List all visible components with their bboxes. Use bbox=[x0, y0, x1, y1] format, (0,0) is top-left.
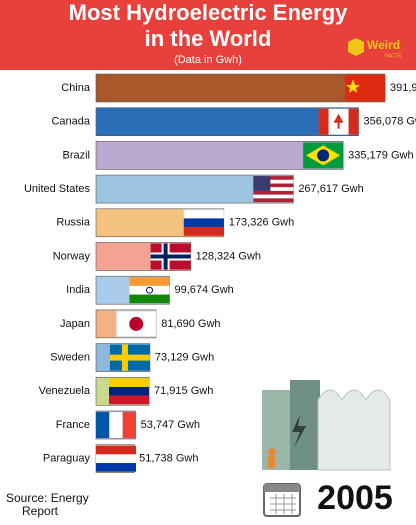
value-label: 71,915 Gwh bbox=[154, 385, 213, 397]
flag-part bbox=[318, 108, 329, 135]
year-label: 2005 bbox=[317, 479, 393, 517]
category-label: Canada bbox=[51, 116, 90, 128]
flag-part bbox=[129, 285, 170, 295]
flag-part bbox=[96, 463, 136, 472]
flag-part bbox=[96, 454, 136, 464]
flag-part bbox=[253, 179, 294, 184]
flag bbox=[253, 176, 294, 203]
flag-part bbox=[150, 254, 191, 259]
flag-part bbox=[145, 286, 153, 294]
flag bbox=[115, 310, 157, 338]
building-illustration bbox=[262, 380, 391, 471]
flag bbox=[96, 412, 136, 438]
flag-part bbox=[253, 183, 294, 188]
category-label: United States bbox=[24, 183, 91, 195]
category-label: Norway bbox=[53, 250, 91, 262]
flag-part bbox=[346, 79, 360, 93]
category-label: Russia bbox=[56, 217, 91, 229]
calendar-icon bbox=[263, 483, 301, 517]
flag bbox=[150, 243, 191, 270]
flag-part bbox=[109, 354, 150, 361]
value-label: 173,326 Gwh bbox=[229, 217, 294, 229]
source-text: Source: Energy bbox=[6, 491, 89, 505]
flag bbox=[303, 142, 344, 169]
bar bbox=[95, 141, 344, 170]
flag-part bbox=[96, 445, 136, 455]
value-label: 356,078 Gwh bbox=[364, 116, 416, 128]
flag-part bbox=[109, 386, 150, 396]
category-label: Sweden bbox=[50, 352, 90, 364]
flag-part bbox=[348, 108, 359, 135]
flag bbox=[183, 209, 225, 236]
category-label: India bbox=[66, 284, 91, 296]
logo-text: Weird bbox=[367, 38, 400, 52]
logo-subtext: FACTS bbox=[385, 53, 402, 59]
value-label: 51,738 Gwh bbox=[139, 453, 198, 465]
value-label: 391,943 Gwh bbox=[390, 82, 416, 94]
category-label: China bbox=[61, 82, 91, 94]
flag bbox=[96, 445, 136, 472]
flag-part bbox=[253, 176, 271, 191]
flag-part bbox=[253, 187, 294, 191]
flag-part bbox=[317, 149, 330, 162]
value-label: 99,674 Gwh bbox=[174, 284, 233, 296]
logo: Weird FACTS bbox=[348, 38, 402, 59]
flag-part bbox=[253, 176, 294, 180]
source-text: Report bbox=[22, 504, 59, 518]
flag-part bbox=[109, 412, 123, 438]
value-label: 128,324 Gwh bbox=[196, 250, 261, 262]
category-label: Paraguay bbox=[43, 453, 91, 465]
flag-part bbox=[333, 113, 344, 129]
flag bbox=[318, 108, 359, 135]
chart-title: in the World bbox=[145, 26, 272, 51]
flag-part bbox=[253, 190, 294, 195]
value-label: 335,179 Gwh bbox=[348, 149, 413, 161]
category-label: Japan bbox=[60, 318, 90, 330]
title-band bbox=[0, 0, 416, 70]
flag-part bbox=[253, 198, 294, 203]
flag-part bbox=[109, 395, 150, 405]
flag-part bbox=[122, 412, 136, 438]
flag-part bbox=[109, 378, 150, 387]
bar bbox=[95, 107, 359, 136]
value-label: 81,690 Gwh bbox=[161, 318, 220, 330]
flag-part bbox=[253, 194, 294, 199]
flag-part bbox=[183, 209, 225, 219]
flag-part bbox=[129, 316, 144, 331]
flag-part bbox=[183, 218, 224, 228]
flag bbox=[109, 344, 150, 371]
category-label: France bbox=[56, 419, 90, 431]
flag-part bbox=[129, 277, 170, 286]
value-label: 73,129 Gwh bbox=[155, 352, 214, 364]
flag bbox=[129, 277, 170, 304]
chart-subtitle: (Data in Gwh) bbox=[174, 54, 242, 66]
flag bbox=[109, 378, 150, 405]
flag bbox=[345, 75, 385, 101]
category-label: Brazil bbox=[62, 149, 90, 161]
flag-part bbox=[96, 412, 110, 438]
flag-part bbox=[183, 227, 224, 236]
value-label: 53,747 Gwh bbox=[141, 419, 200, 431]
flag-part bbox=[129, 294, 170, 304]
category-label: Venezuela bbox=[39, 385, 91, 397]
chart-title: Most Hydroelectric Energy bbox=[69, 0, 349, 25]
value-label: 267,617 Gwh bbox=[298, 183, 363, 195]
bar bbox=[95, 73, 386, 103]
